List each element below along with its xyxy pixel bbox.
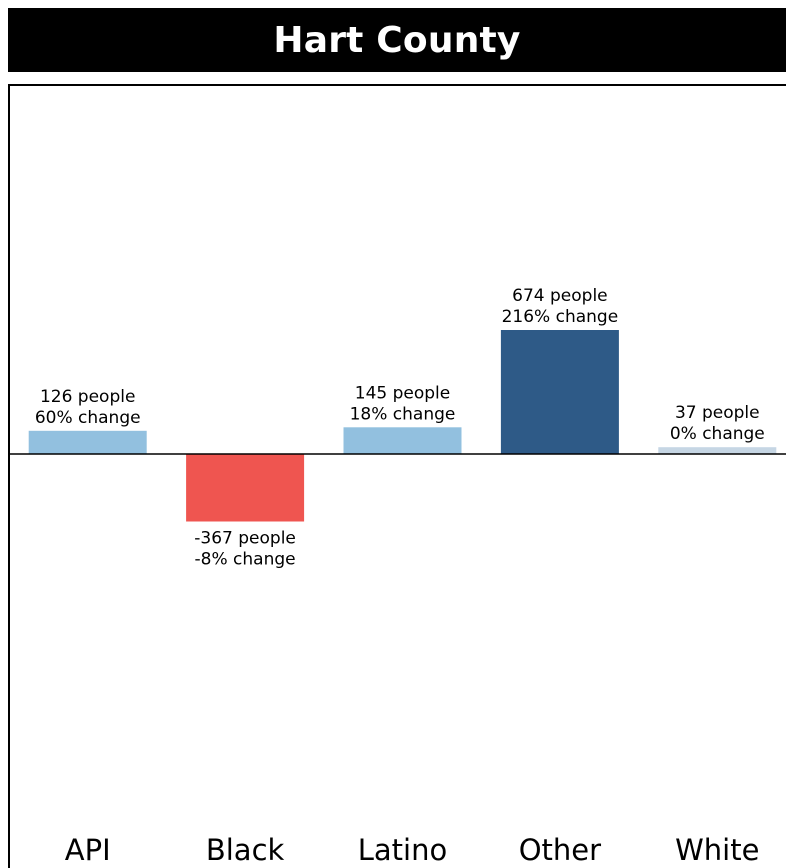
data-label-latino-change: 18% change: [350, 404, 456, 424]
bar-api: [28, 430, 147, 454]
category-label-white: White: [675, 833, 759, 867]
bar-black: [186, 454, 305, 522]
data-label-white-people: 37 people: [675, 403, 760, 423]
data-label-white-change: 0% change: [670, 424, 765, 444]
bar-other: [500, 330, 619, 454]
data-label-api-people: 126 people: [40, 387, 135, 407]
category-label-other: Other: [519, 833, 601, 867]
chart-title: Hart County: [273, 19, 521, 61]
data-label-other-change: 216% change: [502, 307, 619, 327]
data-label-api-change: 60% change: [35, 408, 141, 428]
category-label-black: Black: [206, 833, 285, 867]
data-label-latino-people: 145 people: [355, 383, 450, 403]
data-label-other-people: 674 people: [512, 286, 607, 306]
bar-latino: [343, 427, 462, 454]
bar-white: [658, 447, 777, 454]
bars-layer: [28, 330, 777, 522]
data-label-black-people: -367 people: [194, 529, 296, 549]
category-label-api: API: [65, 833, 111, 867]
category-label-latino: Latino: [358, 833, 447, 867]
data-label-black-change: -8% change: [195, 550, 296, 570]
category-labels-layer: API Black Latino Other White: [65, 833, 760, 867]
title-bar: Hart County: [8, 8, 786, 72]
